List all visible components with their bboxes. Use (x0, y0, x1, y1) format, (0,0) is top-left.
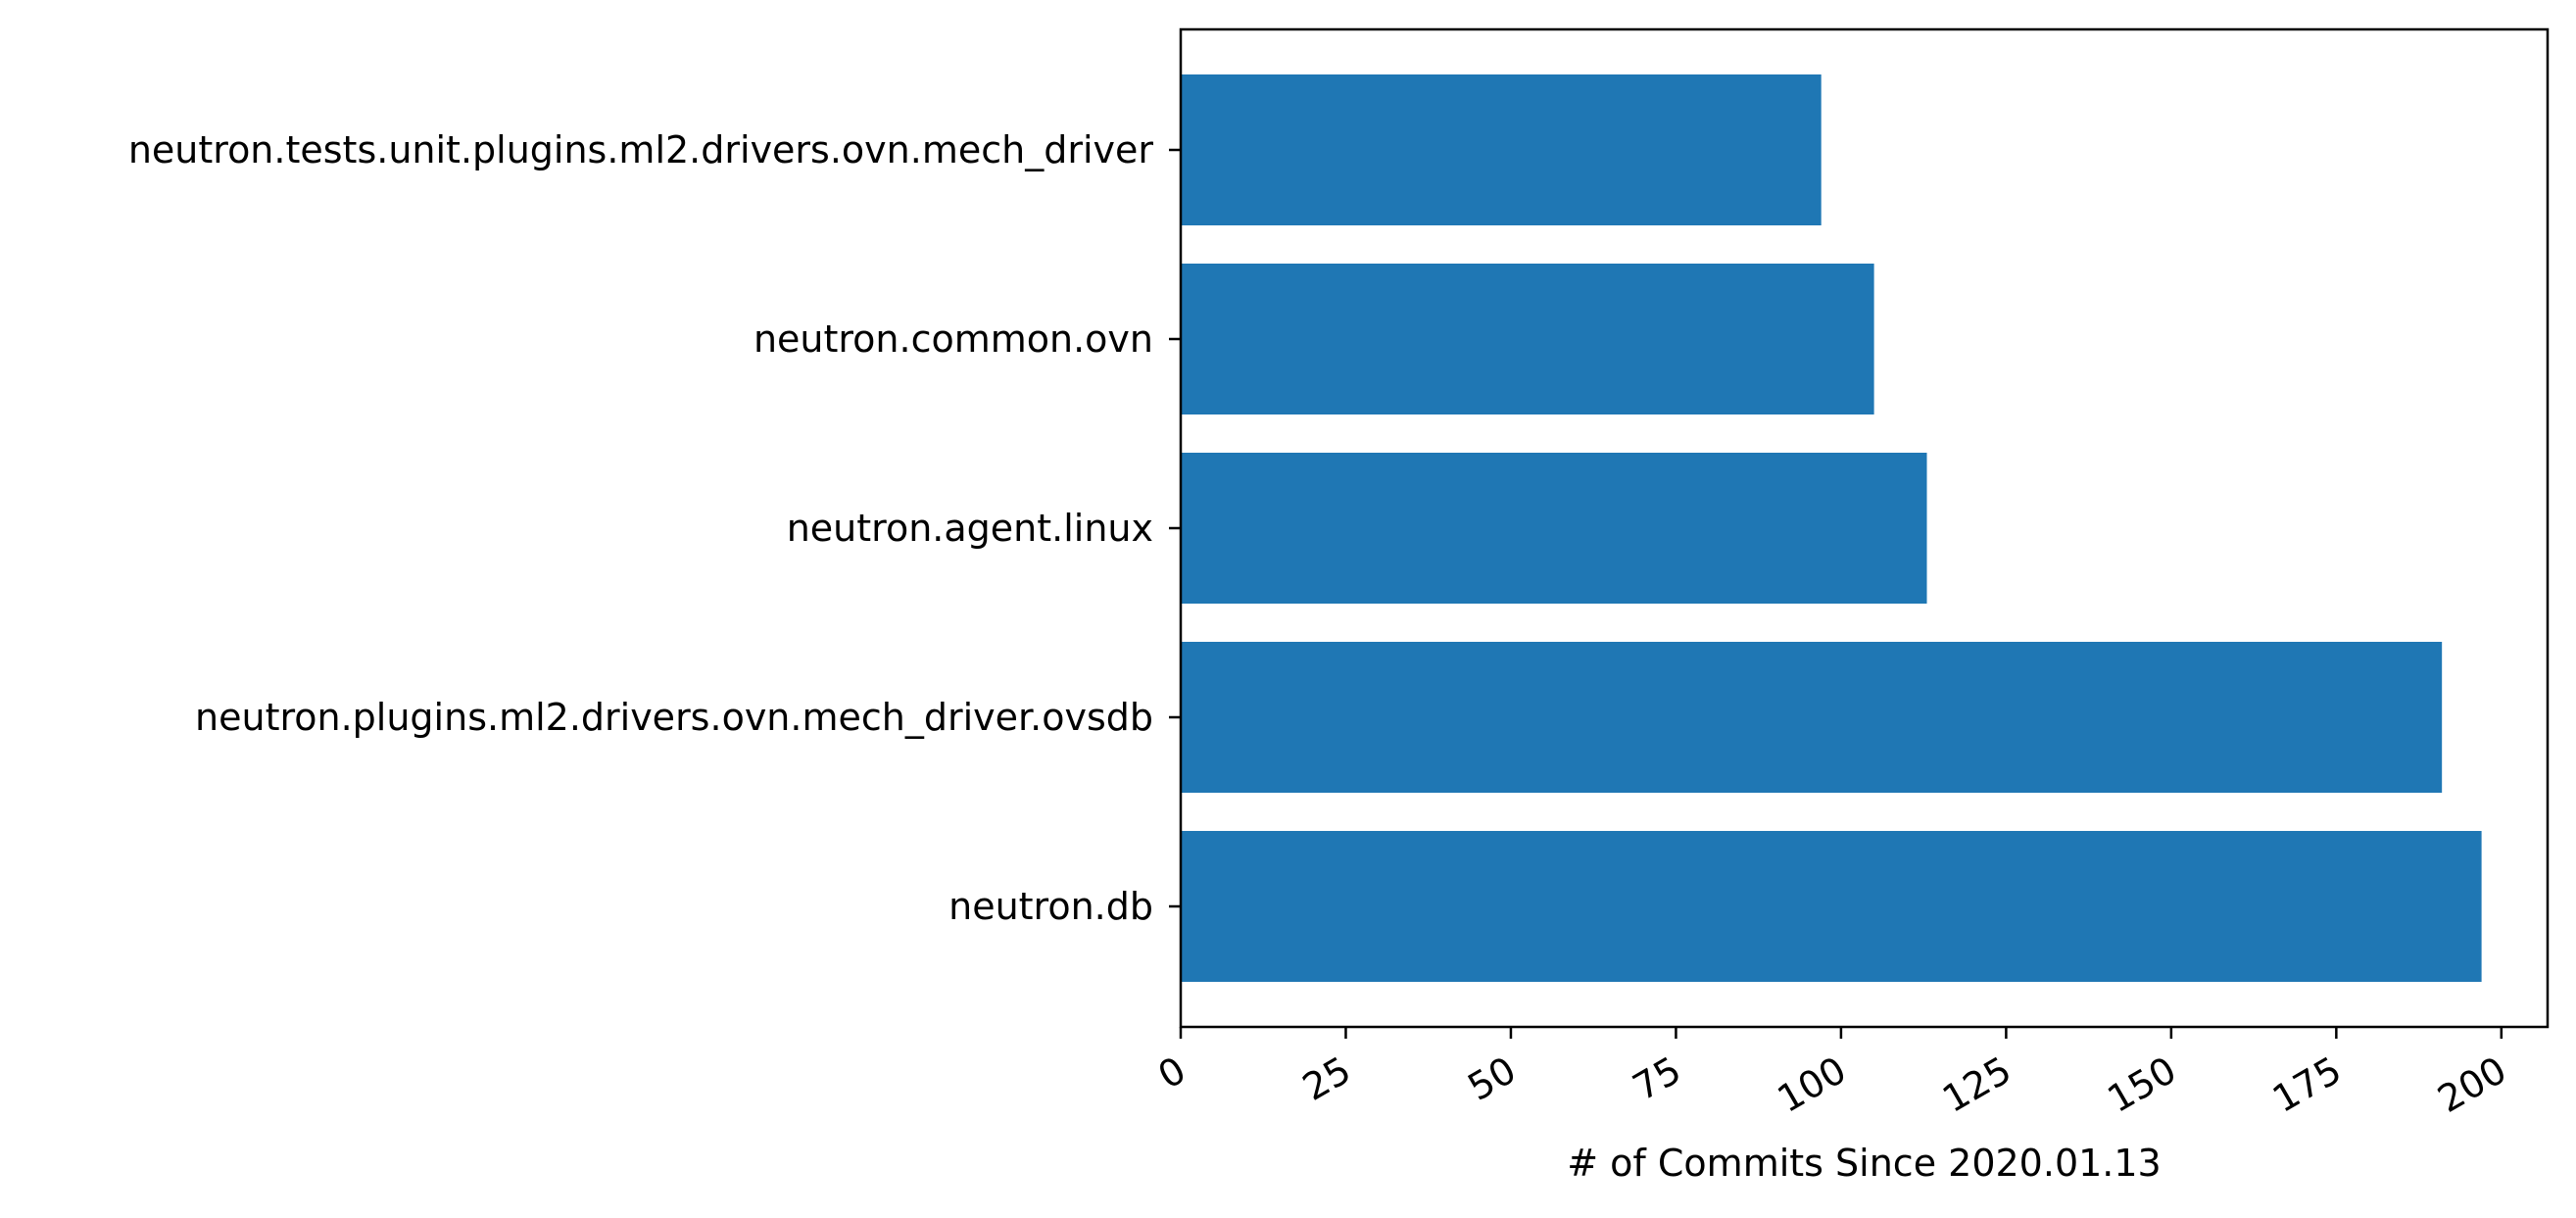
bars-layer (1181, 74, 2482, 982)
x-tick-label: 175 (2265, 1048, 2349, 1121)
x-tick-label: 0 (1151, 1048, 1193, 1097)
x-tick-label: 100 (1771, 1048, 1854, 1121)
x-tick-label: 50 (1461, 1048, 1524, 1109)
x-tick-label: 125 (1935, 1048, 2018, 1121)
x-tick-label: 200 (2431, 1048, 2514, 1121)
y-tick-label: neutron.db (948, 885, 1153, 928)
y-axis-ticks: neutron.db neutron.plugins.ml2.drivers.ov… (128, 128, 1181, 928)
bar-5 (1181, 74, 1822, 225)
bar-2 (1181, 642, 2443, 793)
x-axis-ticks: 0 25 50 75 100 125 150 175 200 (1151, 1027, 2514, 1121)
x-axis-label: # of Commits Since 2020.01.13 (1567, 1142, 2161, 1185)
y-tick-label: neutron.tests.unit.plugins.ml2.drivers.o… (128, 128, 1154, 171)
x-tick-label: 25 (1295, 1048, 1358, 1109)
y-tick-label: neutron.agent.linux (787, 507, 1153, 550)
plot-frame (1179, 27, 2550, 1029)
y-tick-label: neutron.common.ovn (753, 317, 1153, 361)
bar-3 (1181, 453, 1927, 604)
bar-4 (1181, 264, 1874, 414)
y-tick-label: neutron.plugins.ml2.drivers.ovn.mech_dri… (195, 696, 1153, 739)
x-tick-label: 150 (2101, 1048, 2184, 1121)
bar-1 (1181, 831, 2482, 982)
x-tick-label: 75 (1626, 1048, 1688, 1109)
